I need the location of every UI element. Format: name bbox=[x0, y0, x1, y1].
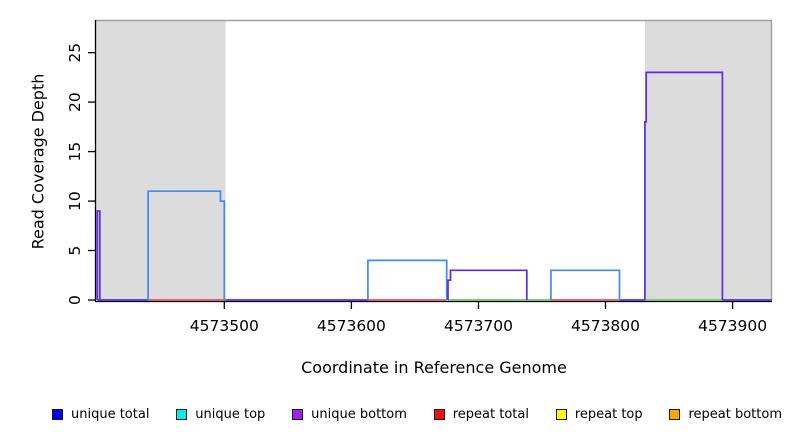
legend-label: unique bottom bbox=[311, 407, 407, 422]
y-tick-label: 10 bbox=[66, 191, 84, 211]
coverage-box-3 bbox=[447, 269, 528, 300]
y-tick-label: 25 bbox=[66, 43, 84, 63]
unique-total-swatch bbox=[52, 409, 63, 420]
legend-item-unique-total: unique total bbox=[52, 407, 149, 422]
x-tick-label: 4573700 bbox=[444, 317, 513, 335]
x-axis-title: Coordinate in Reference Genome bbox=[301, 358, 567, 377]
y-axis-title: Read Coverage Depth bbox=[28, 73, 48, 250]
repeat-top-swatch bbox=[555, 409, 567, 420]
legend-item-repeat-bottom: repeat bottom bbox=[669, 407, 782, 422]
x-tick-label: 4573500 bbox=[190, 317, 259, 335]
x-tick-label: 4573900 bbox=[698, 317, 767, 335]
repeat-total-swatch bbox=[433, 409, 445, 420]
x-tick-label: 4573800 bbox=[571, 317, 640, 335]
y-tick-label: 20 bbox=[66, 92, 84, 112]
coverage-spike bbox=[96, 210, 101, 300]
x-tick-label: 4573600 bbox=[317, 317, 386, 335]
legend-label: repeat total bbox=[452, 407, 529, 422]
y-tick-label: 15 bbox=[66, 142, 84, 162]
legend-label: unique total bbox=[71, 407, 150, 422]
unique-bottom-swatch bbox=[292, 409, 304, 420]
legend-label: repeat bottom bbox=[688, 407, 782, 422]
legend-item-repeat-total: repeat total bbox=[433, 407, 529, 422]
coverage-box-4 bbox=[550, 269, 621, 300]
legend-label: unique top bbox=[195, 407, 266, 422]
legend: unique total unique top unique bottom repea… bbox=[0, 407, 792, 422]
legend-item-repeat-top: repeat top bbox=[555, 407, 643, 422]
y-tick-label: 0 bbox=[66, 295, 84, 305]
shaded-region-right bbox=[644, 20, 772, 300]
coverage-box-5 bbox=[644, 71, 724, 300]
unique-top-swatch bbox=[176, 409, 188, 420]
shaded-region-left bbox=[96, 20, 226, 300]
y-tick-label: 5 bbox=[66, 246, 84, 256]
coverage-box-1 bbox=[147, 190, 226, 300]
legend-label: repeat top bbox=[574, 407, 643, 422]
repeat-bottom-swatch bbox=[669, 409, 681, 420]
coverage-box-2 bbox=[367, 259, 448, 300]
legend-item-unique-bottom: unique bottom bbox=[292, 407, 407, 422]
legend-item-unique-top: unique top bbox=[176, 407, 265, 422]
